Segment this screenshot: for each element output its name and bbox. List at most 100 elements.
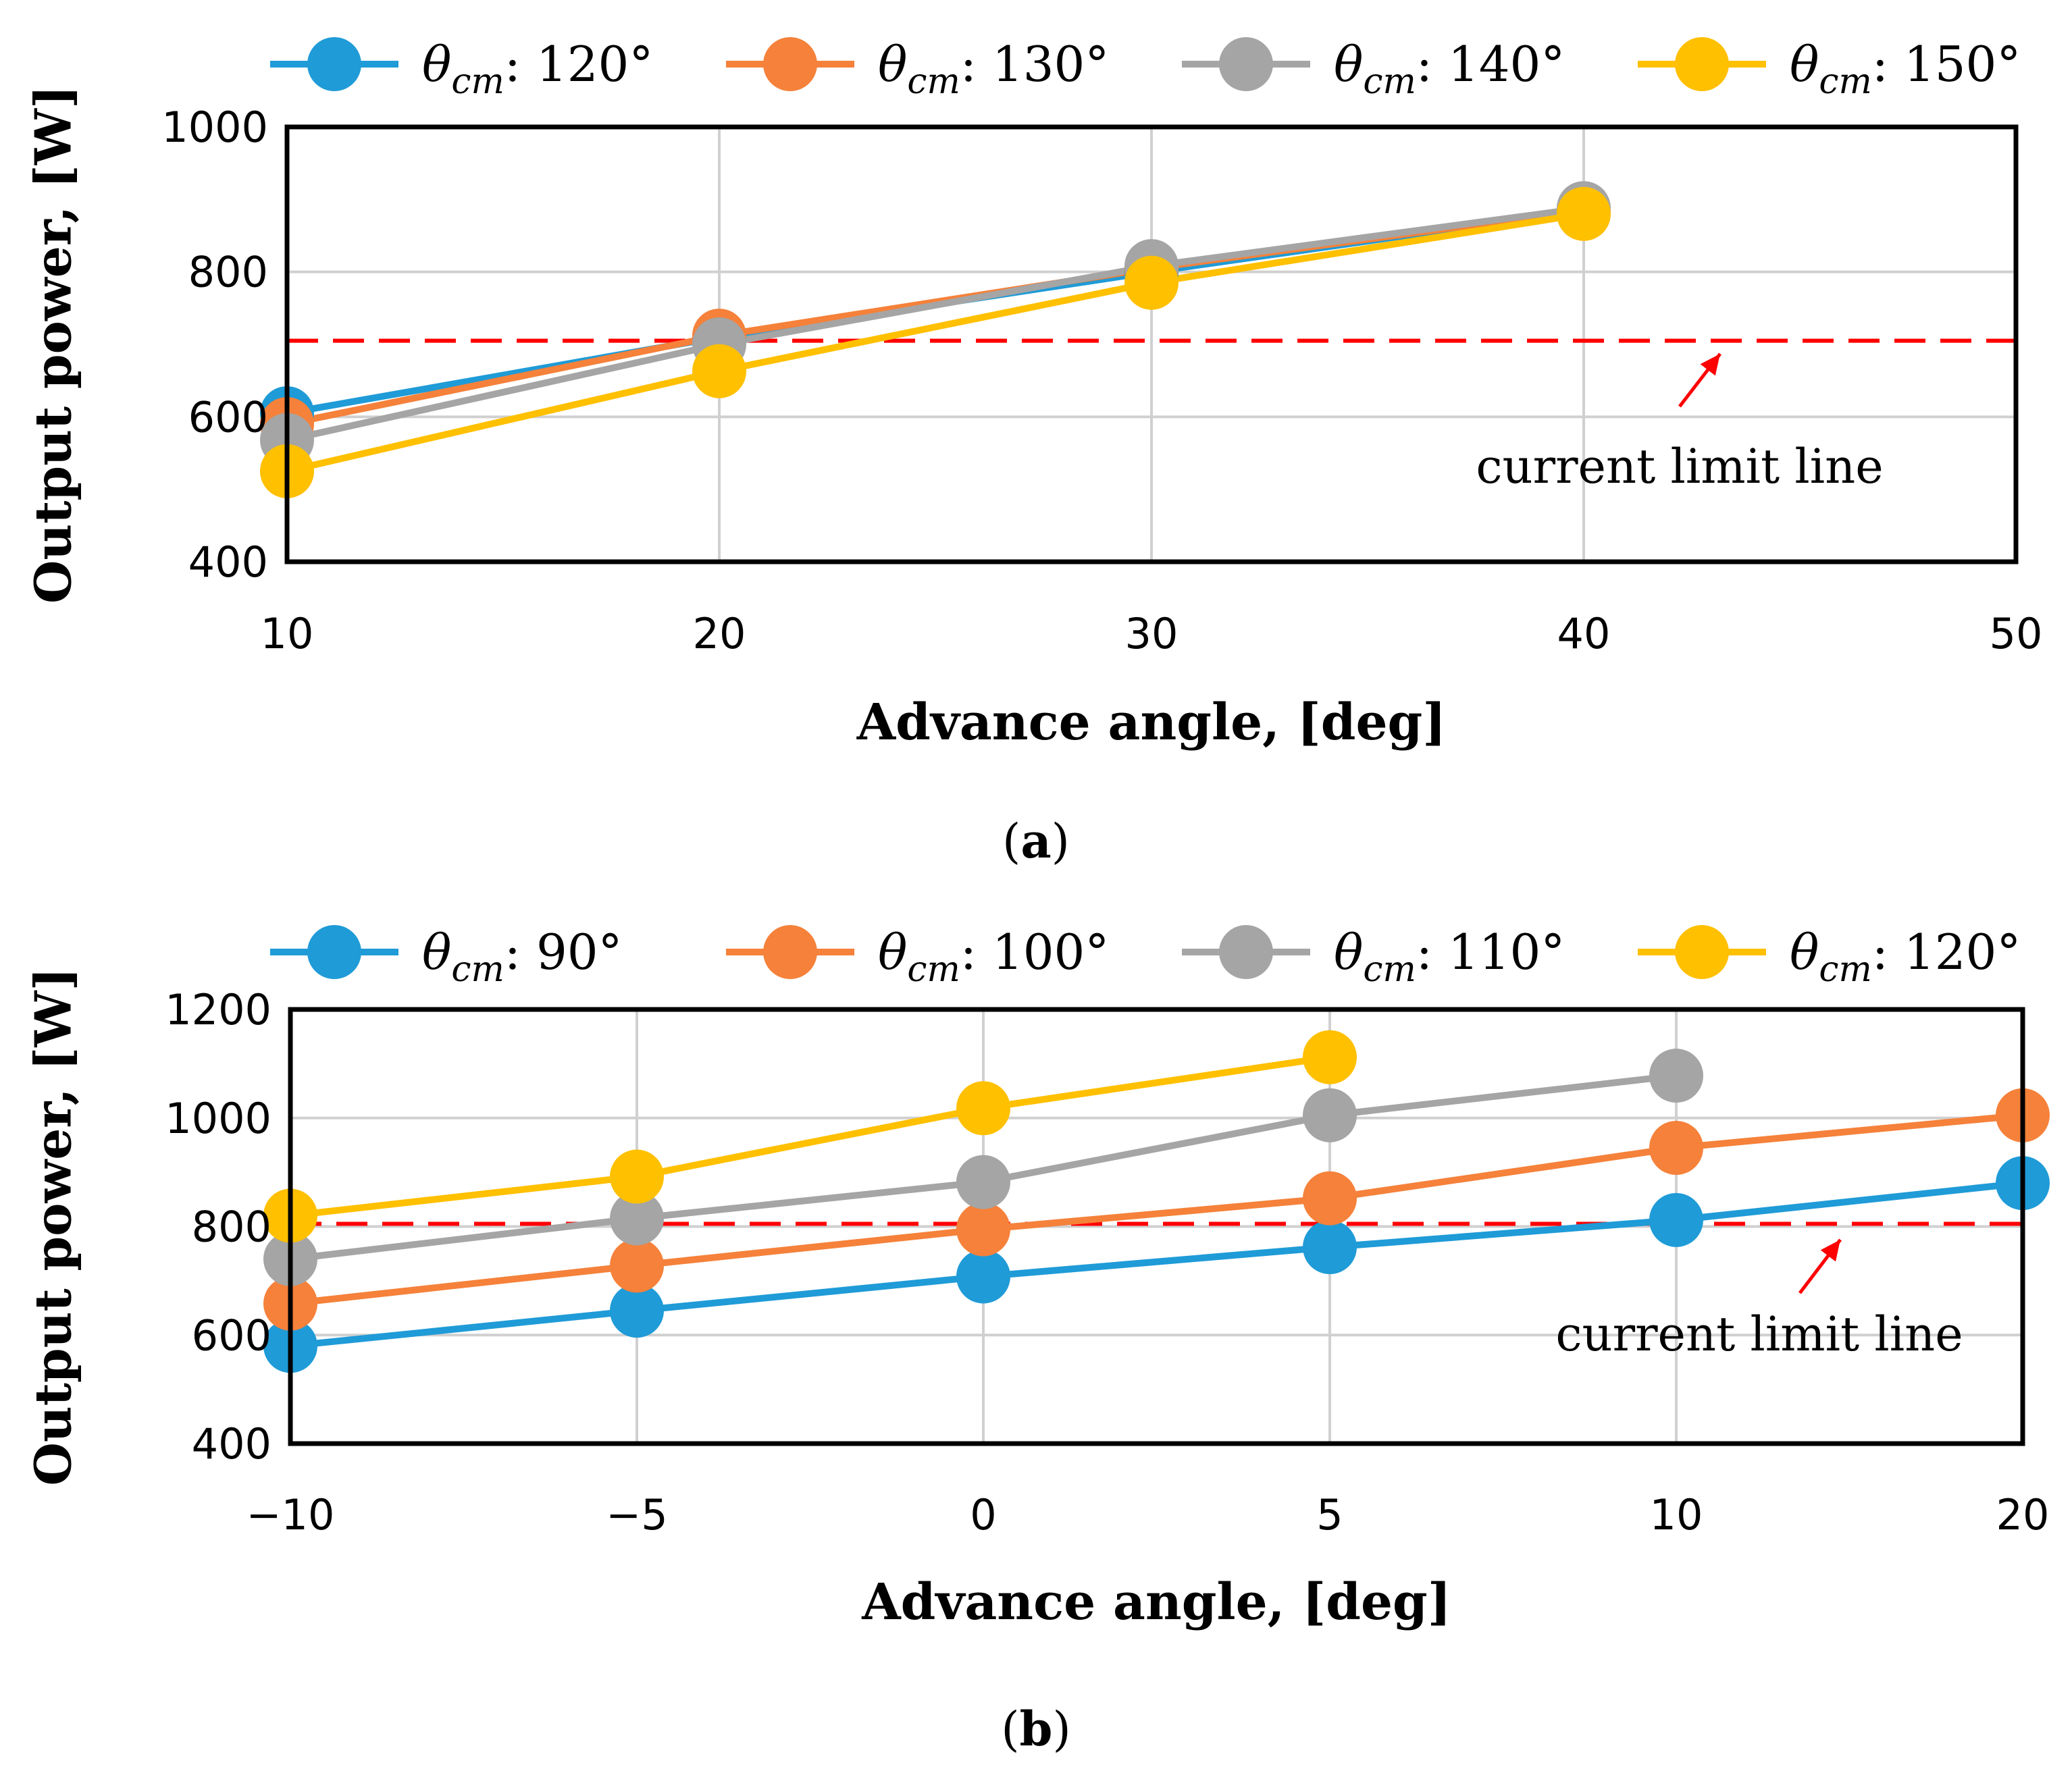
data-point-series-1: [610, 1238, 664, 1293]
plot-area-border: [284, 124, 2019, 564]
legend-label: θcm: 100°: [878, 924, 1109, 990]
legend-value: : 130°: [960, 36, 1110, 93]
legend-marker-swatch: [307, 925, 361, 979]
legend-subscript: cm: [451, 949, 504, 990]
legend-theta: θ: [878, 36, 907, 93]
data-point-series-3: [1303, 1030, 1357, 1084]
data-point-series-1: [956, 1202, 1010, 1257]
data-point-series-0: [1649, 1192, 1703, 1247]
x-tick-label: −5: [606, 1490, 667, 1539]
legend-item: θcm: 120°: [1638, 924, 2021, 990]
data-point-series-0: [610, 1284, 664, 1338]
data-point-series-3: [956, 1081, 1010, 1136]
legend-item: θcm: 140°: [1182, 36, 1565, 102]
panel-label-open: (: [1002, 814, 1020, 869]
y-tick-label: 600: [188, 392, 268, 442]
y-axis-title: Output power, [W]: [25, 85, 83, 604]
panel-label: (a): [1002, 813, 1070, 869]
legend-theta: θ: [1790, 924, 1819, 980]
y-tick-label: 1000: [165, 1094, 271, 1143]
legend-subscript: cm: [1363, 949, 1416, 990]
limit-arrow: [1678, 352, 1721, 408]
legend-value: : 150°: [1872, 36, 2021, 93]
legend-subscript: cm: [907, 61, 960, 102]
legend-value: : 110°: [1416, 924, 1565, 980]
legend-label: θcm: 130°: [878, 36, 1109, 102]
panel-label-close: ): [1052, 1702, 1070, 1757]
panel-label-letter: b: [1020, 1701, 1053, 1757]
current-limit-label: current limit line: [1555, 1307, 1963, 1362]
x-tick-label: 40: [1557, 609, 1611, 658]
legend-marker-swatch: [1675, 925, 1729, 979]
legend-marker-swatch: [1675, 37, 1729, 91]
x-tick-label: 20: [1996, 1490, 2050, 1539]
legend-theta: θ: [878, 924, 907, 980]
legend-subscript: cm: [1819, 61, 1871, 102]
legend-item: θcm: 100°: [726, 924, 1109, 990]
y-tick-label: 400: [192, 1419, 271, 1469]
y-tick-label: 600: [192, 1311, 271, 1360]
x-axis-title: Advance angle, [deg]: [861, 1573, 1451, 1631]
arrow-head: [1700, 354, 1720, 376]
legend-subscript: cm: [1819, 949, 1871, 990]
x-tick-label: 50: [1990, 609, 2043, 658]
limit-arrow: [1798, 1238, 1842, 1294]
x-tick-label: 10: [261, 609, 314, 658]
legend-item: θcm: 90°: [270, 924, 623, 990]
data-point-series-0: [956, 1249, 1010, 1304]
y-axis-title: Output power, [W]: [25, 967, 83, 1485]
panel-label: (b): [1001, 1701, 1071, 1757]
x-tick-label: 0: [970, 1490, 996, 1539]
legend-value: : 100°: [960, 924, 1110, 980]
legend-subscript: cm: [1363, 61, 1416, 102]
data-point-series-2: [610, 1191, 664, 1246]
legend-label: θcm: 120°: [422, 36, 653, 102]
arrow-head: [1820, 1240, 1840, 1262]
legend-item: θcm: 120°: [270, 36, 653, 102]
legend-label: θcm: 90°: [422, 924, 623, 990]
data-point-series-3: [1124, 255, 1179, 310]
data-point-series-2: [956, 1155, 1010, 1209]
legend-value: : 120°: [504, 36, 654, 93]
x-tick-label: −10: [247, 1490, 335, 1539]
series-line-2: [286, 205, 1584, 444]
data-point-series-1: [1649, 1120, 1703, 1175]
legend-theta: θ: [1334, 36, 1363, 93]
legend-theta: θ: [1334, 924, 1363, 980]
data-point-series-2: [1303, 1088, 1357, 1142]
data-point-series-1: [1303, 1171, 1357, 1226]
legend-marker-swatch: [307, 37, 361, 91]
legend-item: θcm: 130°: [726, 36, 1109, 102]
legend-value: : 140°: [1416, 36, 1565, 93]
data-point-series-3: [610, 1149, 664, 1204]
series-line-3: [290, 1053, 1330, 1219]
data-point-series-3: [1557, 186, 1611, 241]
legend: θcm: 90° θcm: 100° θcm: 110° θcm: 120°: [270, 924, 2021, 990]
y-tick-label: 1200: [165, 985, 271, 1034]
data-point-series-0: [1303, 1220, 1357, 1275]
legend-theta: θ: [1790, 36, 1819, 93]
series-line-0: [290, 1180, 2023, 1350]
current-limit-label: current limit line: [1476, 439, 1883, 494]
legend-label: θcm: 150°: [1790, 36, 2021, 102]
y-tick-label: 800: [188, 248, 268, 297]
legend-label: θcm: 110°: [1334, 924, 1565, 990]
legend-theta: θ: [422, 36, 451, 93]
legend-label: θcm: 120°: [1790, 924, 2021, 990]
x-axis-title: Advance angle, [deg]: [856, 693, 1447, 752]
y-tick-label: 400: [188, 537, 268, 587]
legend-marker-swatch: [763, 37, 817, 91]
chart-panel-a: 400 600 800 1000 10 20 30 40 50 Advance angle, [d…: [25, 36, 2043, 869]
chart-panel-b: 400 600 800 1000 1200 −10 −5 0 5 10 20 Advance angl…: [25, 924, 2050, 1757]
legend-value: : 120°: [1872, 924, 2021, 980]
legend-label: θcm: 140°: [1334, 36, 1565, 102]
legend-value: : 90°: [504, 924, 623, 980]
y-tick-label: 800: [192, 1203, 271, 1252]
legend-marker-swatch: [763, 925, 817, 979]
x-tick-label: 20: [693, 609, 746, 658]
legend-item: θcm: 150°: [1638, 36, 2021, 102]
series-line-3: [286, 210, 1584, 475]
panel-label-letter: a: [1020, 813, 1051, 869]
data-point-series-3: [692, 344, 746, 398]
